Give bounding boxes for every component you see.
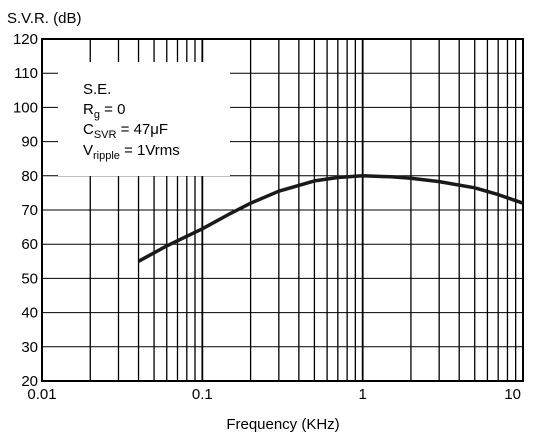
x-tick-labels: 0.01 0.1 1 10 xyxy=(27,386,521,403)
x-tick-label: 1 xyxy=(358,386,366,403)
y-tick-label: 90 xyxy=(21,134,38,151)
x-tick-label: 10 xyxy=(504,386,521,403)
annotation-line-4: Vripple = 1Vrms xyxy=(83,142,180,162)
annotation-line-1: S.E. xyxy=(83,81,111,98)
svr-curve xyxy=(137,174,524,263)
y-tick-label: 50 xyxy=(21,270,38,287)
y-tick-label: 60 xyxy=(21,236,38,253)
y-tick-label: 100 xyxy=(13,99,38,116)
x-axis-label: Frequency (KHz) xyxy=(226,416,339,433)
annotation-box xyxy=(58,62,230,176)
y-tick-labels: 20 30 40 50 60 70 80 90 100 110 120 xyxy=(13,31,38,390)
y-tick-label: 120 xyxy=(13,31,38,48)
y-tick-label: 110 xyxy=(14,65,38,82)
x-tick-label: 0.1 xyxy=(192,386,213,403)
x-tick-label: 0.01 xyxy=(27,386,56,403)
y-tick-label: 40 xyxy=(21,305,38,322)
plot-frame xyxy=(41,38,524,382)
annotation-line-3: CSVR = 47μF xyxy=(83,121,168,141)
y-tick-label: 80 xyxy=(21,168,38,185)
series-layer xyxy=(137,174,524,263)
y-axis-label: S.V.R. (dB) xyxy=(7,10,81,27)
y-tick-label: 20 xyxy=(21,373,38,390)
y-tick-label: 30 xyxy=(21,339,38,356)
annotation-line-2: Rg = 0 xyxy=(83,101,125,121)
y-tick-label: 70 xyxy=(21,202,38,219)
